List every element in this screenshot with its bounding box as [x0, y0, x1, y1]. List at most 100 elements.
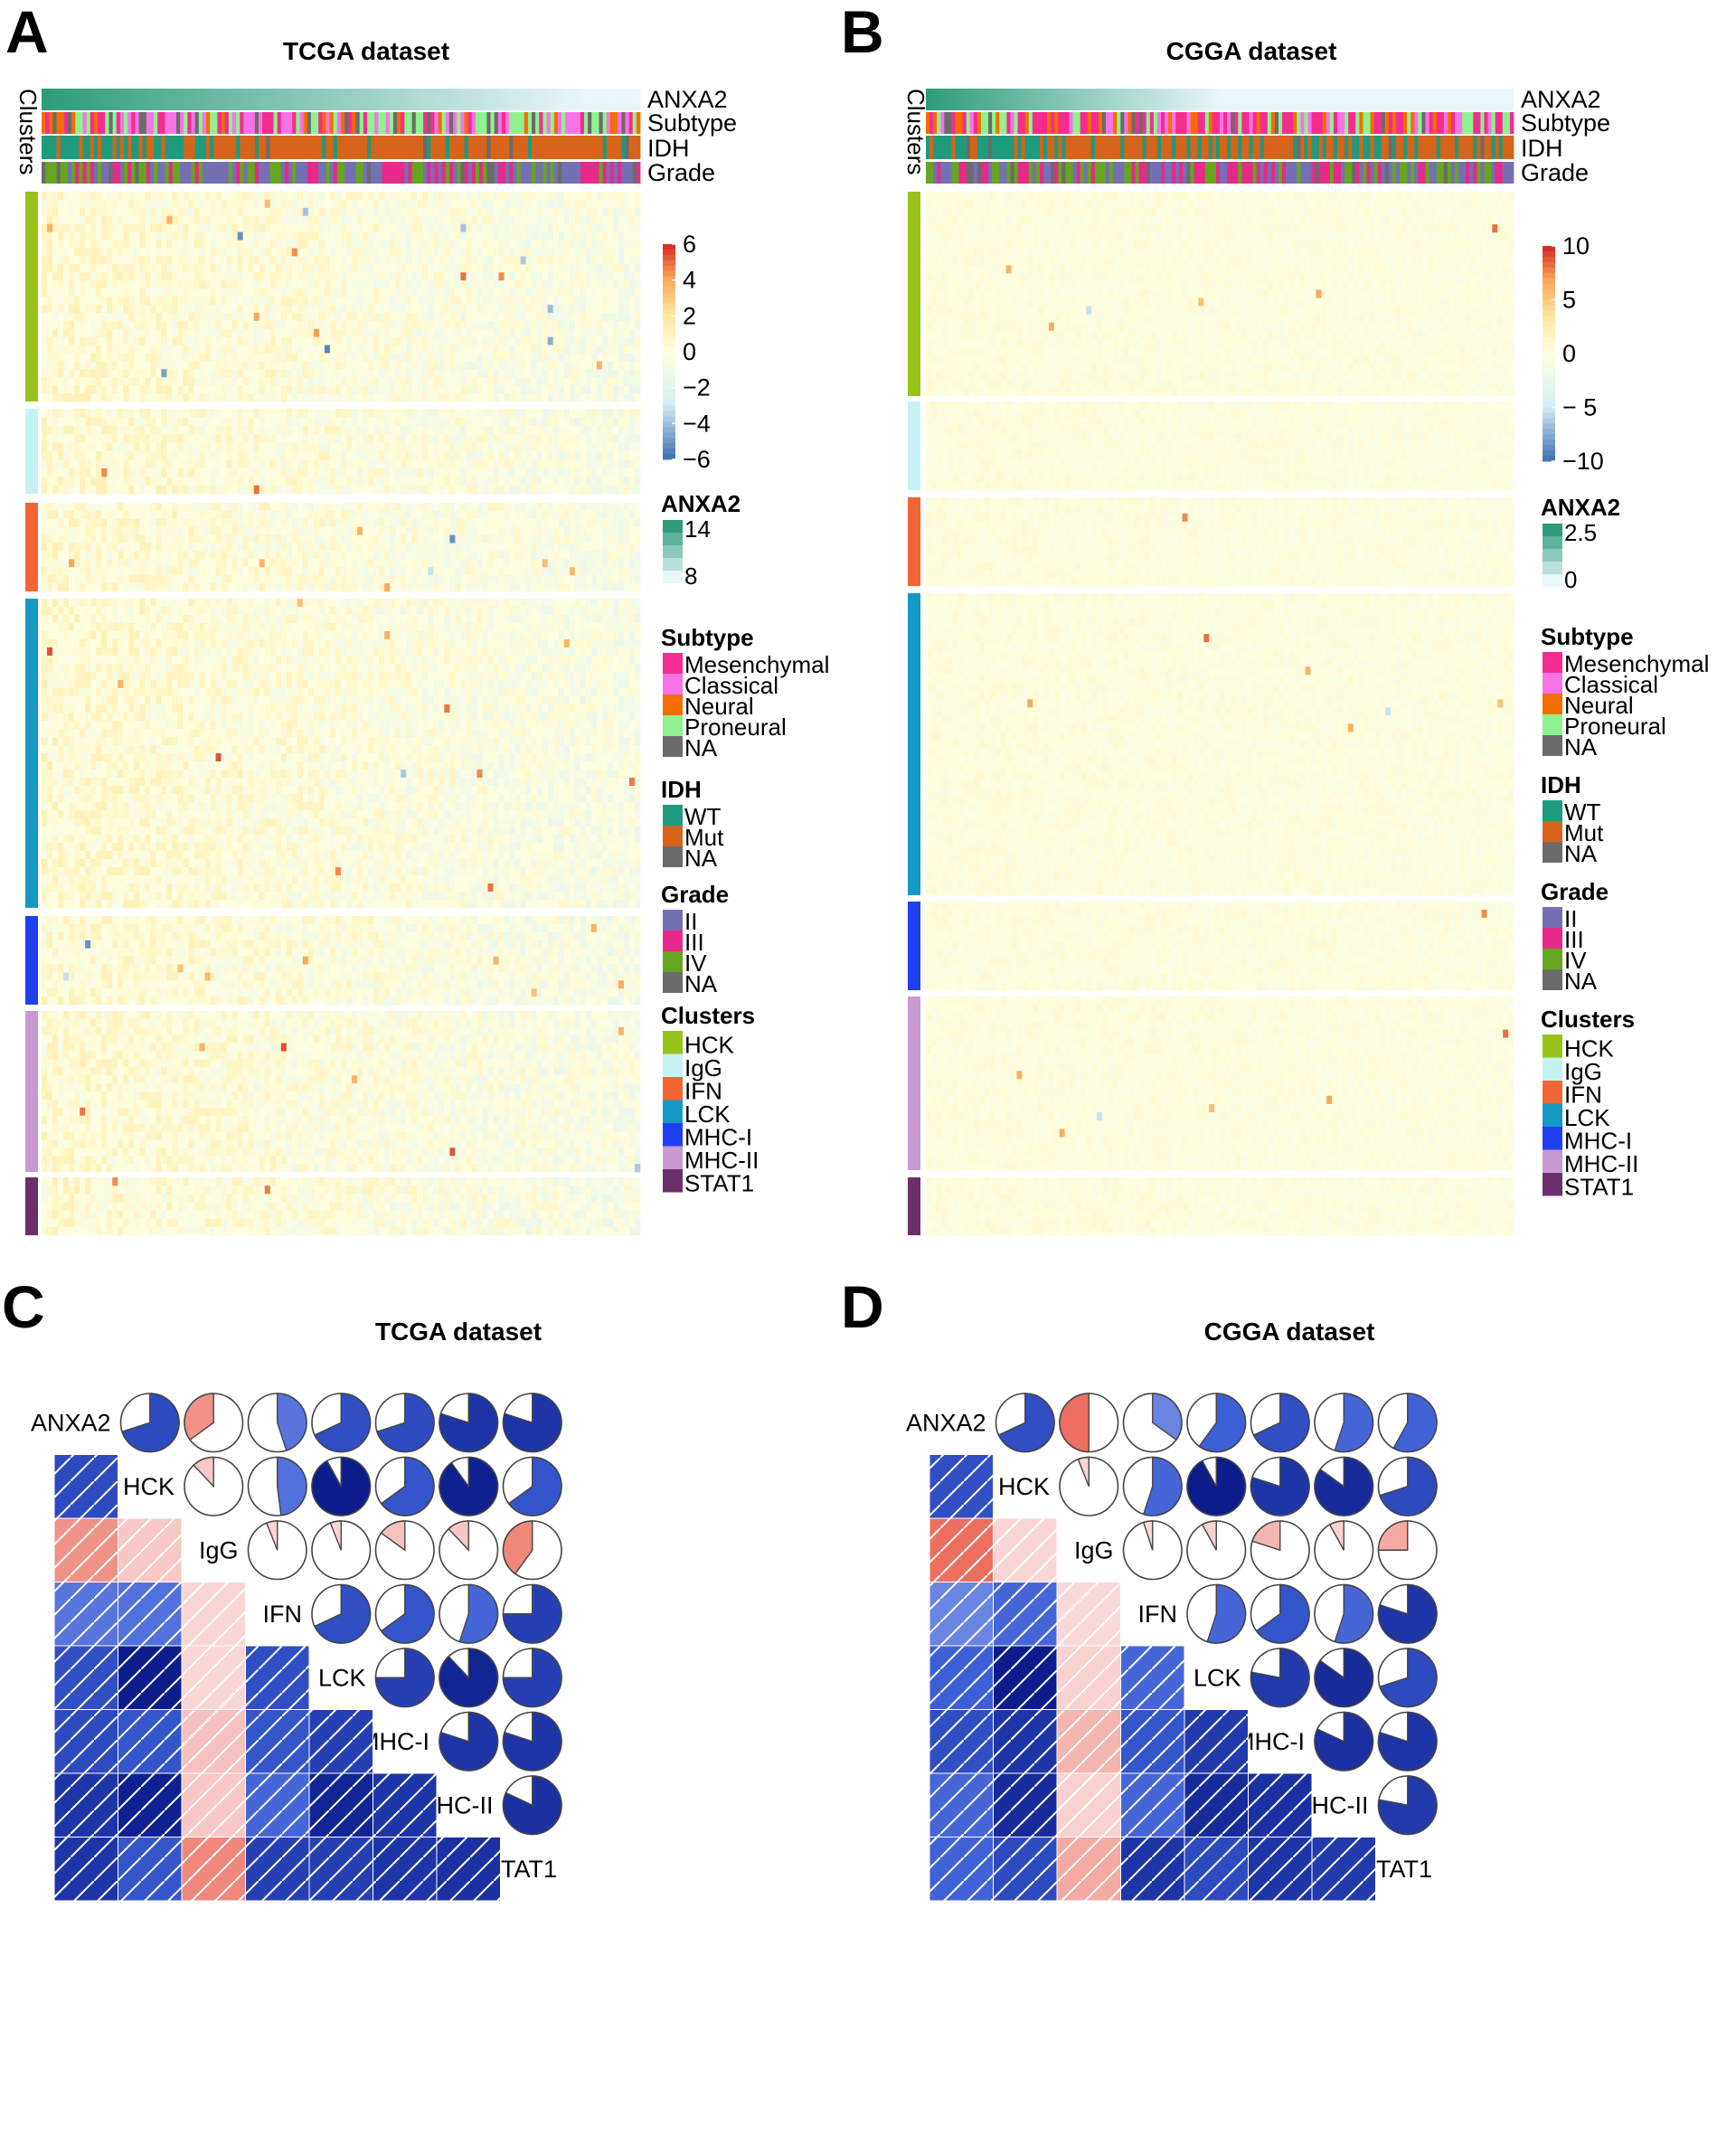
annotation-cell — [61, 136, 65, 159]
heatmap-cell — [597, 208, 602, 216]
annotation-cell — [401, 89, 405, 110]
heatmap-cell — [128, 216, 134, 224]
heatmap-cell — [433, 200, 439, 208]
annotation-cell — [509, 136, 514, 159]
annotation-cell — [217, 136, 222, 159]
annotation-cell — [131, 136, 136, 159]
heatmap-cell — [287, 208, 292, 216]
annotation-cell — [341, 136, 345, 159]
heatmap-cell — [526, 200, 532, 208]
annotation-cell — [618, 89, 622, 110]
annotation-cell — [495, 162, 499, 184]
annotation-cell — [161, 89, 165, 110]
heatmap-cell — [107, 208, 112, 216]
heatmap-cell — [58, 192, 63, 200]
annotation-cell — [561, 112, 566, 134]
heatmap-cell — [156, 208, 161, 216]
heatmap-cell — [521, 200, 526, 208]
annotation-cell — [430, 136, 435, 159]
annotation-cell — [299, 112, 304, 134]
heatmap-cell — [439, 208, 444, 216]
heatmap-cell — [499, 224, 505, 232]
annotation-cell — [318, 112, 323, 134]
heatmap-cell — [553, 200, 559, 208]
annotation-cell — [348, 89, 353, 110]
heatmap-cell — [150, 208, 156, 216]
annotation-cell — [584, 89, 589, 110]
annotation-cell — [120, 112, 125, 134]
heatmap-cell — [346, 192, 352, 200]
annotation-cell — [393, 162, 398, 184]
heatmap-cell — [521, 208, 526, 216]
heatmap-cell — [156, 192, 161, 200]
heatmap-cell — [42, 208, 47, 216]
annotation-cell — [269, 162, 274, 184]
heatmap-cell — [200, 224, 205, 232]
heatmap-cell — [161, 208, 166, 216]
annotation-cell — [240, 89, 244, 110]
heatmap-cell — [346, 200, 352, 208]
heatmap-panel-a: A TCGA datasetANXA2SubtypeIDHGradeCluster… — [5, 0, 829, 1235]
annotation-cell — [45, 112, 50, 134]
heatmap-cell — [292, 208, 297, 216]
annotation-cell — [222, 136, 226, 159]
annotation-cell — [397, 112, 401, 134]
heatmap-cell — [411, 216, 417, 224]
heatmap-cell — [227, 192, 232, 200]
heatmap-cell — [172, 208, 177, 216]
annotation-cell — [371, 89, 375, 110]
annotation-cell — [363, 162, 368, 184]
heatmap-cell — [166, 200, 172, 208]
heatmap-cell — [613, 208, 618, 216]
heatmap-cell — [177, 200, 183, 208]
heatmap-cell — [455, 192, 460, 200]
heatmap-cell — [494, 216, 499, 224]
heatmap-cell — [591, 216, 597, 224]
annotation-cell — [274, 112, 278, 134]
heatmap-cell — [505, 200, 510, 208]
annotation-cell — [146, 136, 151, 159]
heatmap-cell — [287, 200, 292, 208]
annotation-cell — [49, 112, 53, 134]
annotation-cell — [281, 112, 286, 134]
heatmap-cell — [118, 200, 123, 208]
heatmap-cell — [139, 224, 145, 232]
annotation-cell — [299, 162, 304, 184]
heatmap-cell — [575, 224, 580, 232]
heatmap-cell — [118, 232, 123, 241]
annotation-cell — [468, 162, 473, 184]
annotation-cell — [483, 112, 487, 134]
annotation-cell — [565, 89, 570, 110]
annotation-cell — [580, 136, 585, 159]
annotation-cell — [607, 112, 611, 134]
annotation-cell — [610, 136, 615, 159]
annotation-cell — [390, 136, 394, 159]
annotation-cell — [483, 162, 487, 184]
annotation-cell — [610, 89, 615, 110]
annotation-cell — [281, 89, 286, 110]
annotation-cell — [551, 112, 555, 134]
heatmap-cell — [188, 232, 193, 241]
annotation-cell — [577, 112, 581, 134]
heatmap-cell — [494, 208, 499, 216]
heatmap-cell — [613, 200, 618, 208]
heatmap-cell — [635, 192, 640, 200]
annotation-cell — [57, 162, 61, 184]
annotation-cell — [416, 112, 420, 134]
heatmap-cell — [188, 208, 193, 216]
annotation-cell — [542, 112, 547, 134]
annotation-cell — [434, 136, 439, 159]
annotation-cell — [143, 136, 147, 159]
annotation-cell — [139, 112, 144, 134]
heatmap-cell — [575, 192, 580, 200]
annotation-cell — [292, 162, 297, 184]
heatmap-cell — [249, 216, 254, 224]
heatmap-cell — [487, 192, 493, 200]
annotation-cell — [577, 89, 581, 110]
annotation-cell — [131, 89, 136, 110]
annotation-cell — [236, 89, 241, 110]
heatmap-cell — [161, 192, 166, 200]
heatmap-cell — [564, 192, 570, 200]
heatmap-cell — [166, 224, 172, 232]
annotation-cell — [420, 112, 424, 134]
